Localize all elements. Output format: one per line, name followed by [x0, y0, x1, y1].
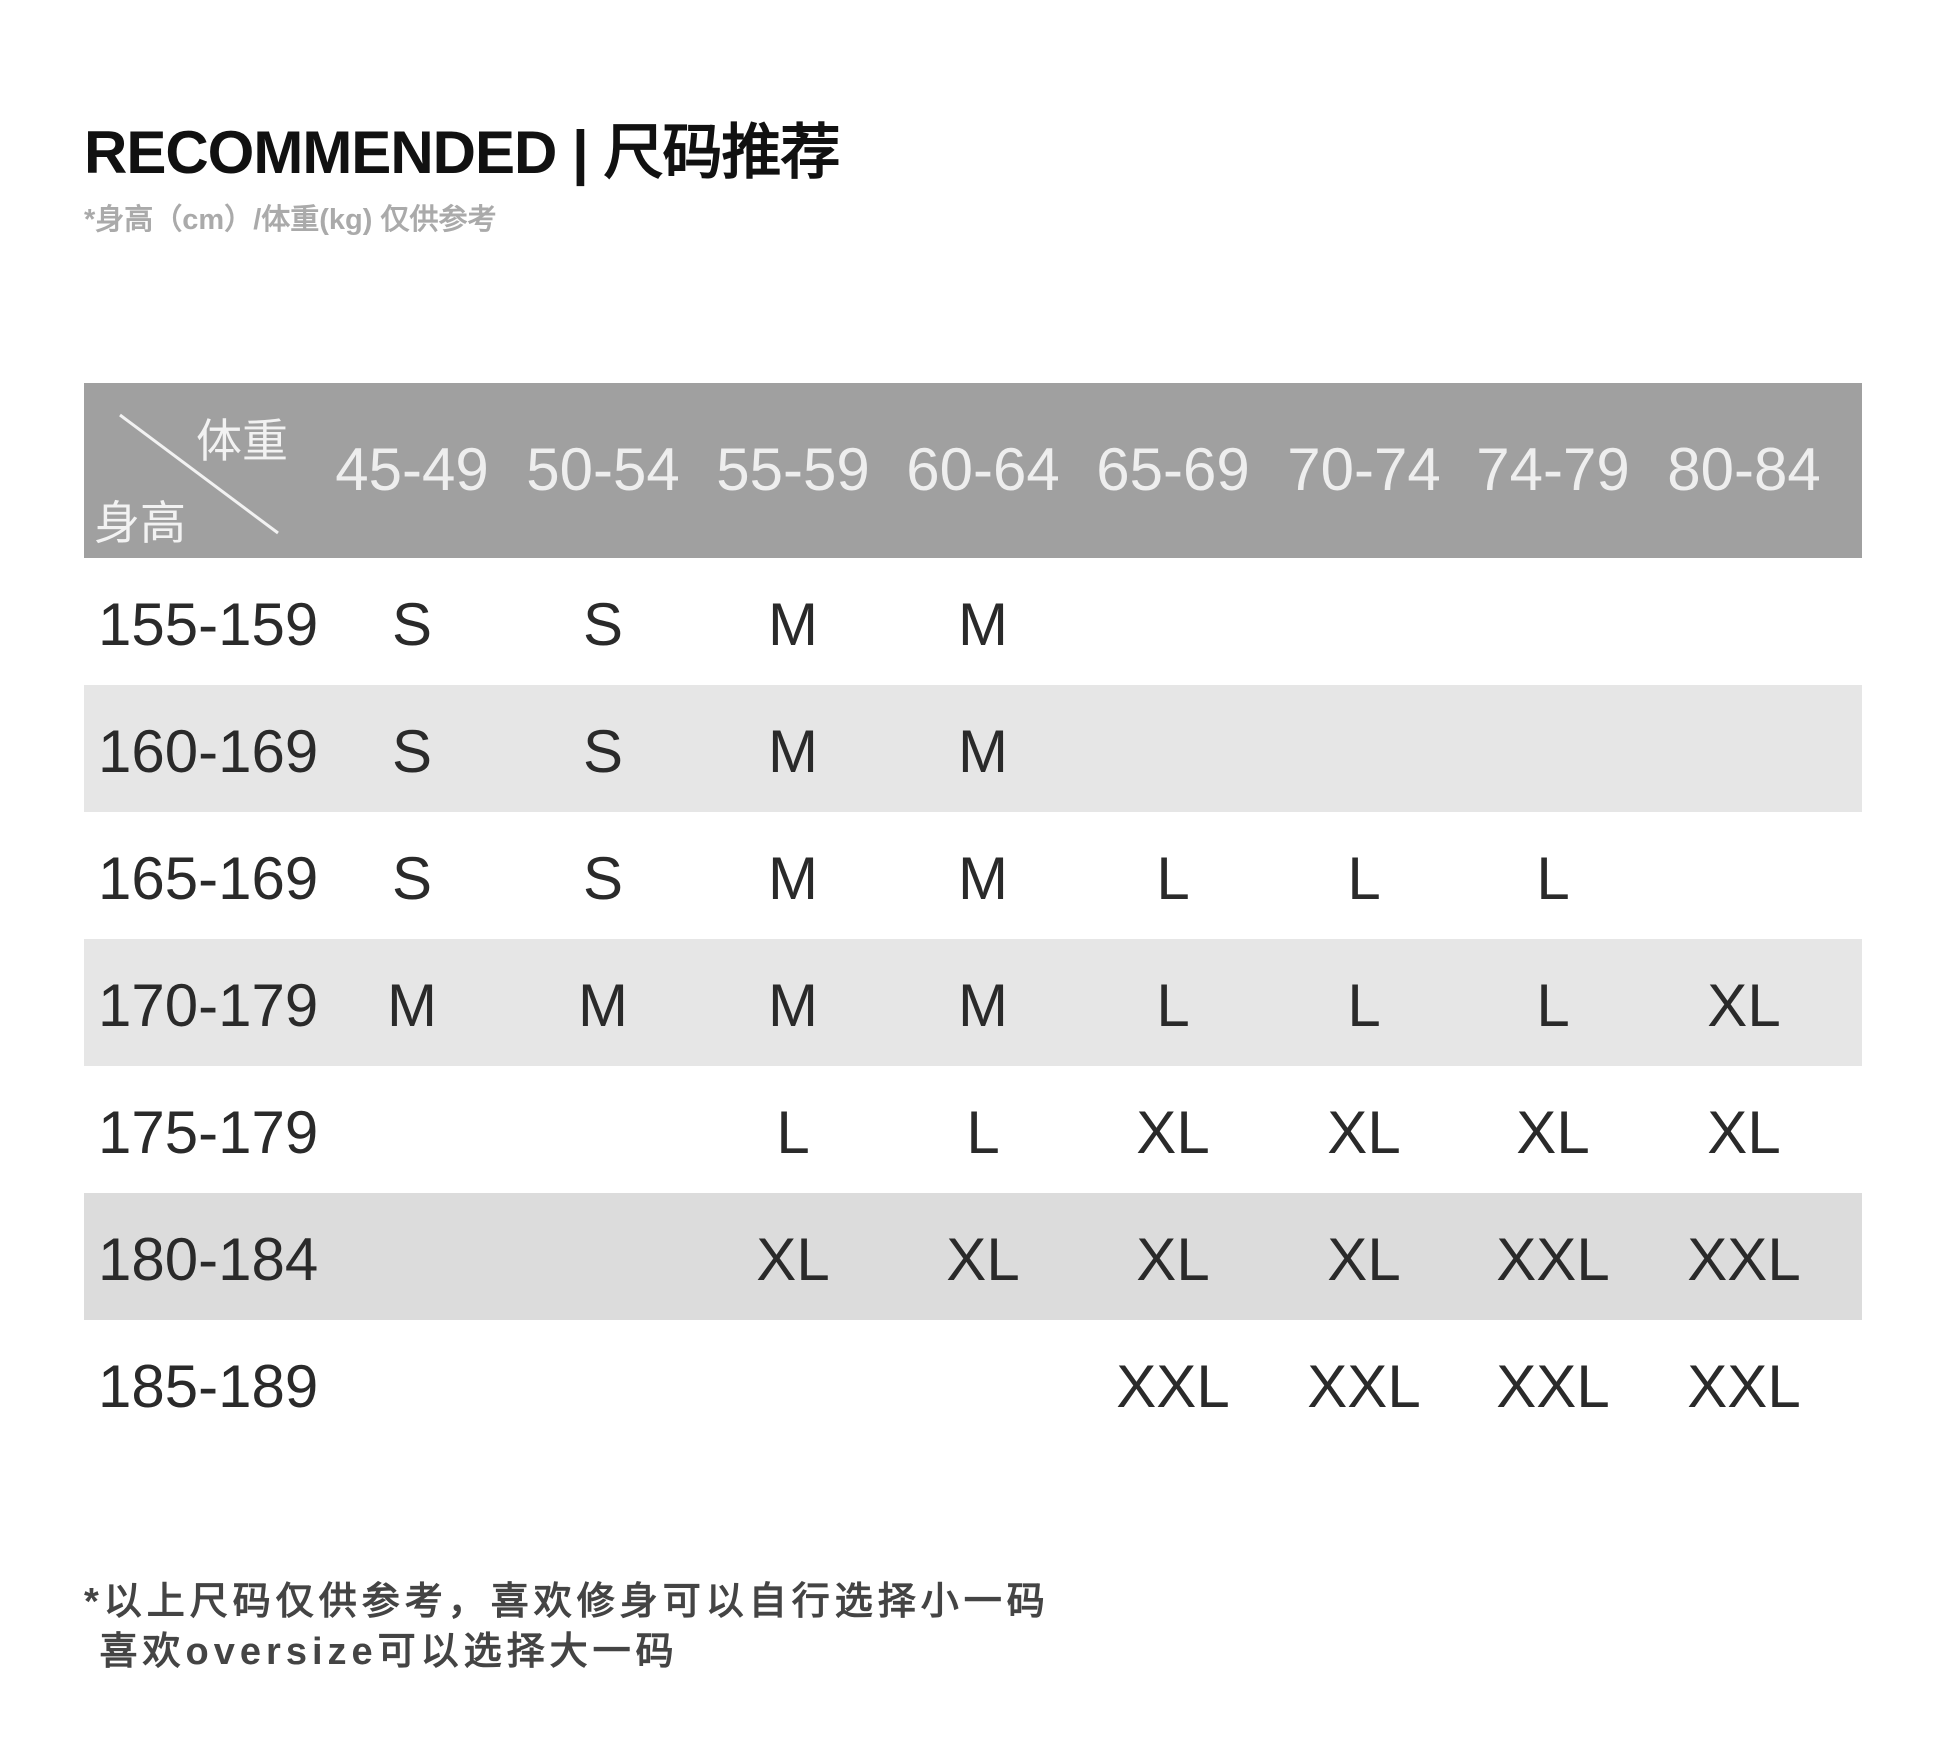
table-row: 185-189 XXL XXL XXL XXL	[84, 1320, 1862, 1447]
height-label: 165-169	[98, 845, 319, 912]
size-cell: XL	[1136, 1226, 1210, 1293]
page-title: RECOMMENDED | 尺码推荐	[84, 119, 840, 186]
table-row: 165-169 S S M M L L L	[84, 812, 1862, 939]
size-cell: XL	[1327, 1099, 1401, 1166]
height-label: 185-189	[98, 1353, 319, 1420]
table-row: 180-184 XL XL XL XL XXL XXL	[84, 1193, 1862, 1320]
weight-header: 60-64	[906, 436, 1060, 503]
size-cell: L	[1347, 845, 1381, 912]
size-cell: S	[391, 718, 433, 785]
table-row: 170-179 M M M M L L L XL	[84, 939, 1862, 1066]
table-row: 155-159 S S M M	[84, 558, 1862, 685]
height-label: 160-169	[98, 718, 319, 785]
size-cell: XL	[1327, 1226, 1401, 1293]
footnote-line-1: *以上尺码仅供参考，喜欢修身可以自行选择小一码	[84, 1581, 1050, 1623]
size-cell: XXL	[1496, 1353, 1610, 1420]
height-label: 180-184	[98, 1226, 319, 1293]
size-cell: M	[578, 972, 628, 1039]
size-cell: M	[768, 972, 818, 1039]
size-cell: M	[768, 591, 818, 658]
weight-header: 45-49	[335, 436, 489, 503]
size-cell: M	[387, 972, 437, 1039]
size-cell: M	[958, 591, 1008, 658]
size-cell: XL	[756, 1226, 830, 1293]
size-cell: XL	[1136, 1099, 1210, 1166]
size-cell: M	[768, 845, 818, 912]
height-label: 170-179	[98, 972, 319, 1039]
height-label: 175-179	[98, 1099, 319, 1166]
size-cell: L	[1156, 845, 1190, 912]
size-cell: L	[1536, 845, 1570, 912]
size-cell: L	[1156, 972, 1190, 1039]
subtitle: *身高（cm）/体重(kg) 仅供参考	[84, 204, 497, 236]
size-table: 体重 身高 45-49 50-54 55-59 60-64 65-69 70-74 74-7…	[84, 383, 1862, 1447]
corner-weight-label: 体重	[196, 415, 288, 467]
weight-header: 70-74	[1287, 436, 1441, 503]
weight-header: 50-54	[526, 436, 680, 503]
size-cell: L	[1536, 972, 1570, 1039]
size-cell: S	[582, 718, 624, 785]
size-cell: XXL	[1687, 1353, 1801, 1420]
size-cell: XXL	[1687, 1226, 1801, 1293]
size-cell: S	[582, 591, 624, 658]
size-cell: L	[1347, 972, 1381, 1039]
size-cell: S	[582, 845, 624, 912]
size-cell: M	[958, 845, 1008, 912]
table-row: 175-179 L L XL XL XL XL	[84, 1066, 1862, 1193]
size-cell: L	[776, 1099, 810, 1166]
table-row: 160-169 S S M M	[84, 685, 1862, 812]
size-cell: XXL	[1496, 1226, 1610, 1293]
size-cell: XL	[1516, 1099, 1590, 1166]
weight-header: 65-69	[1096, 436, 1250, 503]
size-cell: XXL	[1116, 1353, 1230, 1420]
size-cell: M	[958, 718, 1008, 785]
size-cell: XL	[1707, 1099, 1781, 1166]
height-label: 155-159	[98, 591, 319, 658]
size-cell: XXL	[1307, 1353, 1421, 1420]
weight-header: 80-84	[1667, 436, 1821, 503]
footnote-line-2: 喜欢oversize可以选择大一码	[84, 1631, 679, 1673]
size-cell: S	[391, 591, 433, 658]
size-cell: XL	[1707, 972, 1781, 1039]
corner-height-label: 身高	[94, 497, 186, 549]
table-header: 体重 身高 45-49 50-54 55-59 60-64 65-69 70-74 74-7…	[84, 383, 1862, 558]
size-cell: L	[966, 1099, 1000, 1166]
diagonal-divider	[119, 413, 279, 535]
weight-header: 55-59	[716, 436, 870, 503]
size-cell: M	[958, 972, 1008, 1039]
size-cell: XL	[946, 1226, 1020, 1293]
weight-header: 74-79	[1476, 436, 1630, 503]
size-cell: S	[391, 845, 433, 912]
size-cell: M	[768, 718, 818, 785]
